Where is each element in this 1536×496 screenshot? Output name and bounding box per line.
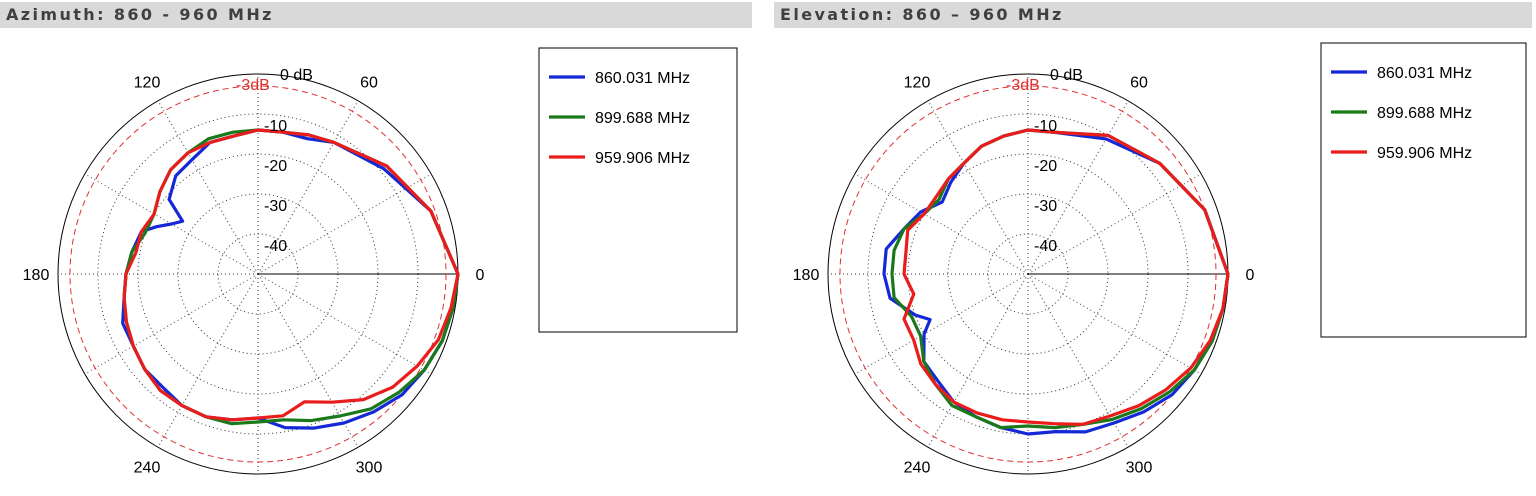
series-line-2 — [890, 128, 1230, 430]
minus-3db-circle — [839, 85, 1217, 463]
azimuth-legend: 860.031 MHz 899.688 MHz 959.906 MHz — [538, 47, 738, 333]
radial-tick-label: -10 — [264, 118, 287, 135]
angle-spoke — [257, 173, 432, 275]
legend-label: 959.906 MHz — [1377, 145, 1472, 162]
angle-spoke — [257, 273, 432, 375]
series-line-2 — [122, 128, 460, 426]
elevation-panel-header: Elevation: 860 – 960 MHz — [774, 2, 1532, 28]
radial-tick-label: -40 — [264, 238, 287, 255]
angle-label: 0 — [476, 267, 485, 284]
angle-label: 300 — [1126, 459, 1153, 476]
angle-spoke — [157, 273, 259, 448]
radial-tick-label: -20 — [264, 158, 287, 175]
angle-spoke — [927, 100, 1029, 275]
angle-spoke — [257, 100, 359, 275]
angle-spoke — [1027, 173, 1202, 275]
angle-label: 60 — [1130, 75, 1148, 92]
minus-3db-label: -3dB — [236, 77, 270, 94]
legend-label: 899.688 MHz — [595, 110, 690, 127]
angle-label: 60 — [360, 75, 378, 92]
legend-label: 959.906 MHz — [595, 150, 690, 167]
series-line-3 — [122, 128, 460, 422]
radial-tick-label: -40 — [1034, 238, 1057, 255]
legend-box — [1320, 42, 1527, 338]
minus-3db-label: -3dB — [1006, 77, 1040, 94]
angle-spoke — [157, 100, 259, 275]
radial-tick-label: -30 — [264, 198, 287, 215]
legend-label: 899.688 MHz — [1377, 105, 1472, 122]
angle-spoke — [854, 173, 1029, 275]
angle-label: 120 — [134, 75, 161, 92]
elevation-polar-chart: -10 -20 -30 -40 0 dB -3dB 0 60 120 180 240 300 860.0… — [793, 42, 1527, 476]
angle-spoke — [257, 273, 359, 448]
azimuth-polar-chart: -10 -20 -30 -40 0 dB -3dB 0 60 120 180 240 300 860.0… — [23, 47, 738, 476]
legend-label: 860.031 MHz — [1377, 65, 1472, 82]
azimuth-panel-header: Azimuth: 860 - 960 MHz — [0, 2, 752, 28]
angle-label: 240 — [904, 459, 931, 476]
angle-spoke — [854, 273, 1029, 375]
series-line-3 — [902, 128, 1230, 426]
angle-label: 180 — [23, 267, 50, 284]
angle-label: 240 — [134, 459, 161, 476]
angle-spoke — [1027, 100, 1129, 275]
angle-label: 180 — [793, 267, 820, 284]
angle-spoke — [1027, 273, 1129, 448]
elevation-legend: 860.031 MHz 899.688 MHz 959.906 MHz — [1320, 42, 1527, 338]
legend-box — [538, 47, 738, 333]
angle-spoke — [84, 273, 259, 375]
series-line-1 — [882, 128, 1230, 436]
radial-top-label: 0 dB — [1050, 67, 1083, 84]
angle-spoke — [1027, 273, 1202, 375]
radial-tick-label: -30 — [1034, 198, 1057, 215]
angle-spoke — [927, 273, 1029, 448]
minus-3db-circle — [69, 85, 447, 463]
angle-label: 120 — [904, 75, 931, 92]
legend-label: 860.031 MHz — [595, 70, 690, 87]
angle-label: 300 — [356, 459, 383, 476]
radial-top-label: 0 dB — [280, 67, 313, 84]
angle-label: 0 — [1246, 267, 1255, 284]
radial-tick-label: -10 — [1034, 118, 1057, 135]
radial-tick-label: -20 — [1034, 158, 1057, 175]
